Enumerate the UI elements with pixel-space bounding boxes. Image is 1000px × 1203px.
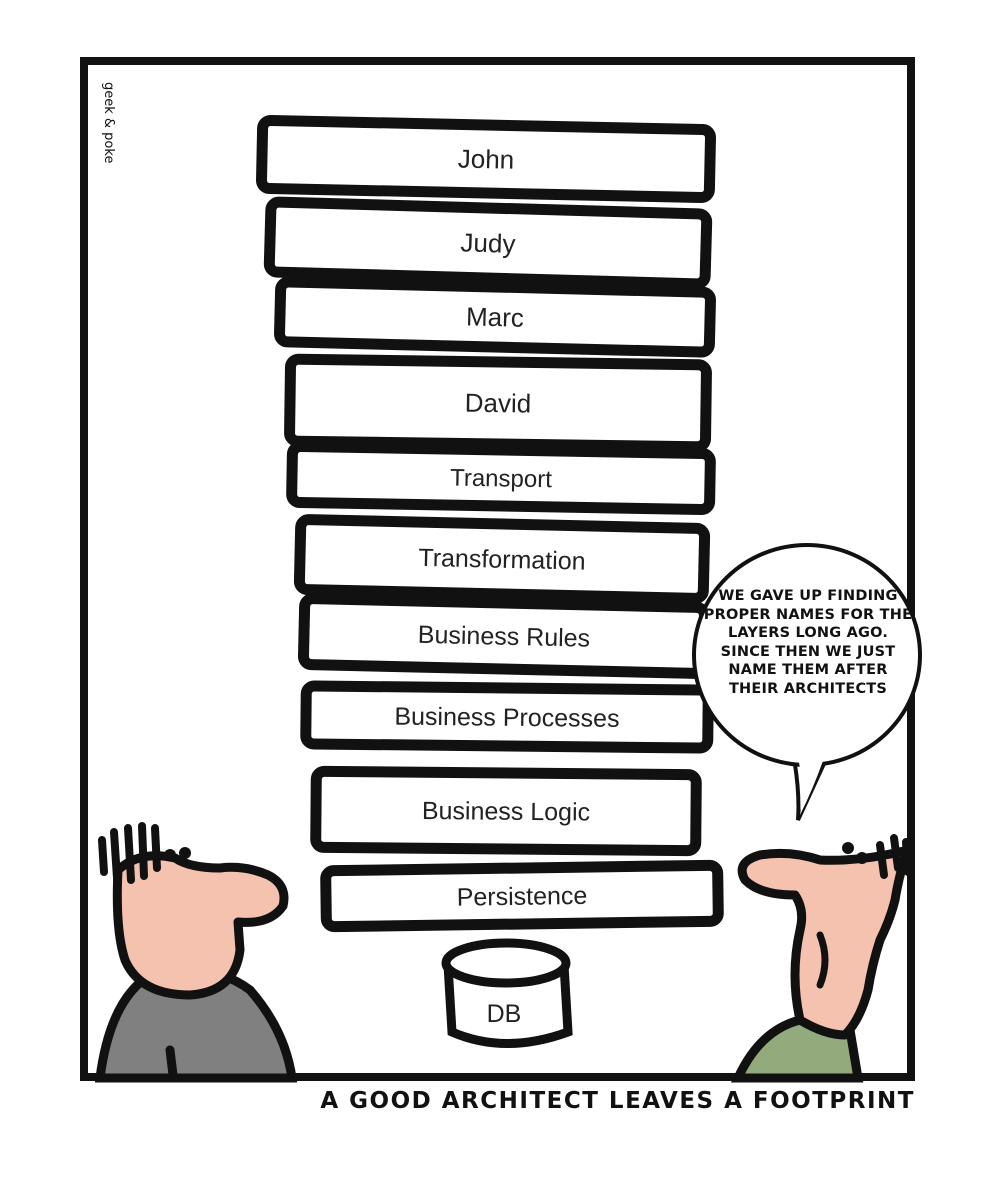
layer-label: Transport — [450, 465, 553, 494]
layer-box — [310, 765, 702, 857]
caption: A GOOD ARCHITECT LEAVES A FOOTPRINT — [320, 1088, 915, 1114]
speech-bubble-icon — [692, 543, 922, 821]
layer-box — [300, 680, 714, 754]
layer-box — [274, 276, 716, 358]
layer-label: Marc — [466, 301, 524, 332]
layer-business-processes: Business Processes — [300, 680, 714, 754]
person-right — [730, 834, 913, 1083]
layer-transport: Transport — [286, 440, 716, 516]
layer-marc: Marc — [274, 276, 716, 358]
signature: geek & poke — [101, 82, 116, 164]
person-left — [94, 822, 298, 1083]
layer-label: Persistence — [457, 882, 588, 912]
layer-box — [263, 196, 713, 290]
layer-john: John — [256, 114, 716, 204]
layer-box — [284, 353, 712, 453]
layer-david: David — [284, 353, 712, 453]
layer-box — [293, 514, 711, 604]
speech-bubble-text: We gave up finding proper names for the … — [703, 588, 913, 697]
layer-label: Judy — [460, 227, 516, 259]
layer-stack: John Judy Marc David Transport Transformation… — [256, 114, 724, 933]
layer-transformation: Transformation — [293, 514, 711, 604]
layer-label: Transformation — [418, 544, 586, 576]
layer-persistence: Persistence — [320, 859, 724, 933]
layer-box — [256, 114, 716, 204]
layer-box — [286, 440, 716, 516]
layer-label: John — [457, 144, 514, 175]
database-cylinder-icon — [441, 938, 573, 1048]
layer-business-logic: Business Logic — [310, 765, 702, 857]
layer-box — [320, 859, 724, 933]
layer-business-rules: Business Rules — [297, 593, 711, 679]
layer-label: Business Rules — [418, 621, 591, 653]
layer-judy: Judy — [263, 196, 713, 290]
layer-label: Business Logic — [422, 797, 590, 826]
layer-label: Business Processes — [394, 703, 619, 733]
database-label: DB — [487, 1000, 522, 1028]
layer-label: David — [465, 388, 532, 419]
